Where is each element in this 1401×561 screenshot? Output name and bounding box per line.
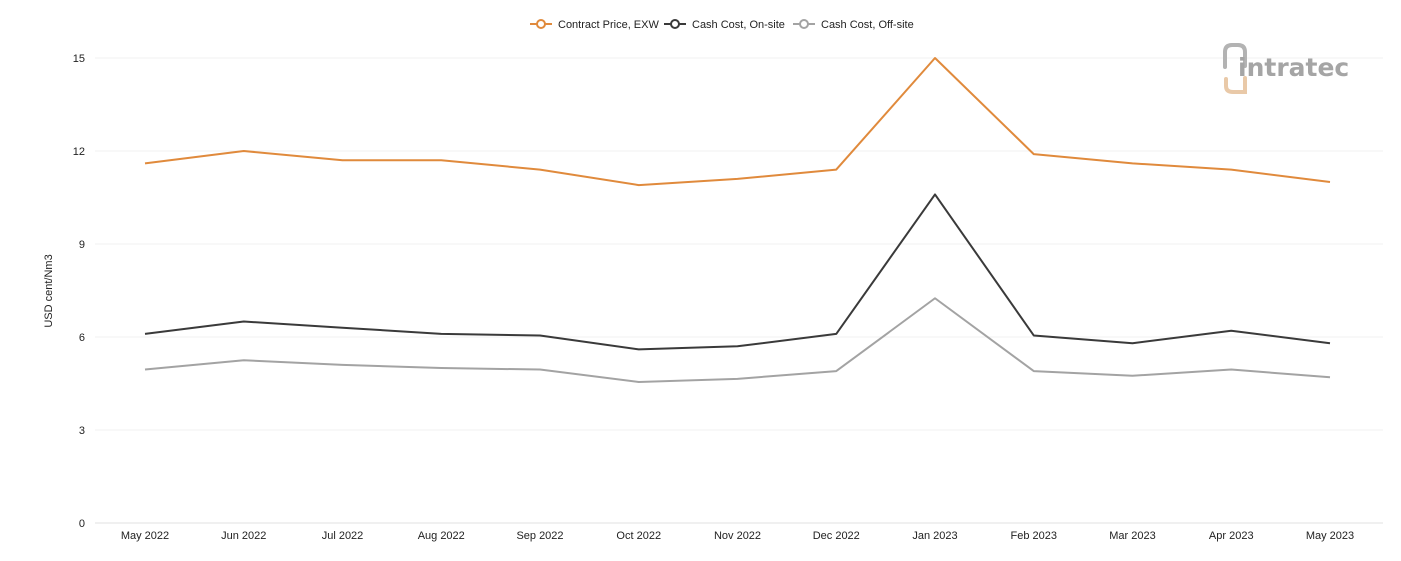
x-tick-label: Jan 2023 <box>912 530 957 542</box>
logo-accent-icon <box>1224 76 1247 94</box>
legend-item[interactable]: Cash Cost, On-site <box>664 19 785 31</box>
legend-marker-icon <box>799 19 809 29</box>
x-tick-label: Aug 2022 <box>418 530 465 542</box>
y-tick-label: 9 <box>79 239 85 251</box>
series-lines <box>144 57 1331 383</box>
x-tick-label: Oct 2022 <box>616 530 661 542</box>
y-axis: 0 3 6 9 12 15 <box>73 53 85 530</box>
y-tick-label: 15 <box>73 53 85 65</box>
legend-marker-icon <box>670 19 680 29</box>
x-tick-label: Apr 2023 <box>1209 530 1254 542</box>
legend-label: Cash Cost, Off-site <box>821 19 914 31</box>
x-tick-label: May 2022 <box>121 530 169 542</box>
y-axis-label: USD cent/Nm3 <box>43 254 55 327</box>
y-tick-label: 0 <box>79 518 85 530</box>
legend-marker-icon <box>536 19 546 29</box>
intratec-logo: intratec <box>1223 43 1349 94</box>
series-line <box>144 297 1331 383</box>
x-tick-label: May 2023 <box>1306 530 1354 542</box>
x-axis: May 2022 Jun 2022 Jul 2022 Aug 2022 Sep 2022… <box>121 530 1354 542</box>
legend-item[interactable]: Cash Cost, Off-site <box>793 19 914 31</box>
series-line <box>144 57 1331 187</box>
legend-item[interactable]: Contract Price, EXW <box>530 19 659 31</box>
x-tick-label: Feb 2023 <box>1011 530 1057 542</box>
x-tick-label: Nov 2022 <box>714 530 761 542</box>
legend[interactable]: Contract Price, EXW Cash Cost, On-site Cas… <box>530 19 914 31</box>
x-tick-label: Jul 2022 <box>322 530 364 542</box>
logo-mark-icon <box>1223 43 1247 69</box>
x-tick-label: Mar 2023 <box>1109 530 1155 542</box>
x-tick-label: Jun 2022 <box>221 530 266 542</box>
grid-lines <box>95 57 1383 524</box>
y-tick-label: 6 <box>79 332 85 344</box>
legend-label: Contract Price, EXW <box>558 19 659 31</box>
x-tick-label: Sep 2022 <box>516 530 563 542</box>
x-tick-label: Dec 2022 <box>813 530 860 542</box>
series-line <box>144 193 1331 351</box>
y-tick-label: 3 <box>79 425 85 437</box>
y-tick-label: 12 <box>73 146 85 158</box>
legend-label: Cash Cost, On-site <box>692 19 785 31</box>
logo-text: intratec <box>1238 53 1349 82</box>
